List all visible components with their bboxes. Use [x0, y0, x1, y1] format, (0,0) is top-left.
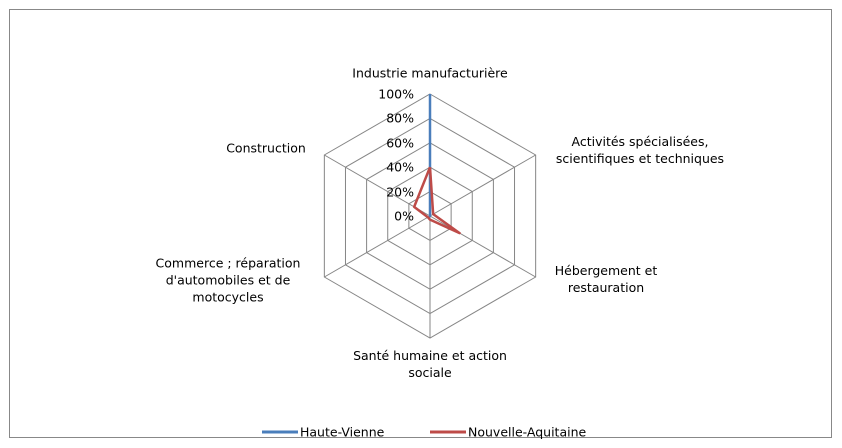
- r-tick-label: 40%: [386, 159, 414, 175]
- r-tick-label: 20%: [386, 184, 414, 200]
- spoke: [429, 154, 536, 217]
- category-label: Hébergement et restauration: [554, 263, 658, 295]
- category-label: Santé humaine et action sociale: [353, 348, 507, 380]
- r-tick-label: 80%: [386, 110, 414, 126]
- r-tick-label: 100%: [378, 86, 414, 102]
- legend-label: Nouvelle-Aquitaine: [468, 424, 587, 440]
- category-label: Construction: [226, 140, 306, 156]
- legend-label: Haute-Vienne: [300, 424, 385, 440]
- r-tick-label: 0%: [394, 208, 414, 224]
- spoke: [324, 154, 431, 217]
- series-line: [412, 166, 461, 235]
- spoke: [324, 215, 431, 278]
- category-label: Industrie manufacturière: [352, 65, 508, 81]
- r-tick-label: 60%: [386, 135, 414, 151]
- category-label: Commerce ; réparation d'automobiles et d…: [155, 255, 301, 305]
- chart-border: [9, 9, 832, 438]
- category-label: Activités spécialisées, scientifiques et…: [555, 134, 725, 166]
- spoke: [429, 215, 536, 278]
